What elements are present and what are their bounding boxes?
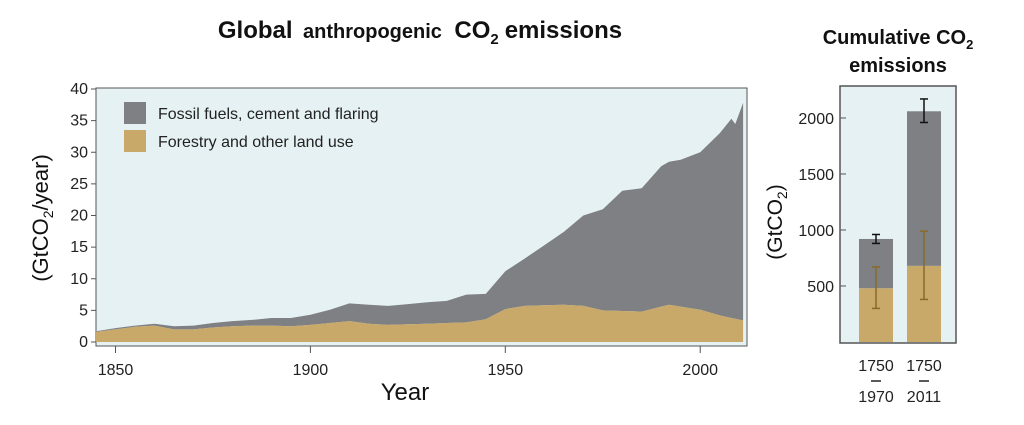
- left-x-tick-label: 1900: [293, 362, 329, 379]
- left-x-tick-label: 2000: [682, 362, 718, 379]
- right-title-cumulative: Cumulative CO: [823, 27, 966, 49]
- left-chart-title: Global anthropogenic CO2 emissions: [218, 17, 622, 48]
- left-y-title-subscript: 2: [40, 210, 56, 218]
- legend-swatch-fossil: [124, 102, 146, 124]
- right-chart-title-line1: Cumulative CO2: [823, 27, 974, 52]
- left-y-title-part3: /year): [28, 154, 53, 210]
- left-y-tick-label: 0: [79, 334, 88, 351]
- legend: Fossil fuels, cement and flaring Forestr…: [124, 102, 379, 152]
- right-y-tick-label: 2000: [798, 111, 834, 128]
- left-x-tick-label: 1850: [98, 362, 134, 379]
- area-fossil-fuels: [96, 102, 744, 332]
- right-x-label-start: 1750: [906, 358, 942, 375]
- legend-label-forestry: Forestry and other land use: [158, 134, 354, 151]
- left-title-global: Global: [218, 17, 293, 44]
- left-y-tick-label: 25: [70, 176, 88, 193]
- right-y-title-part3: ): [764, 184, 787, 191]
- left-title-co: CO: [454, 17, 490, 44]
- right-x-label-start: 1750: [858, 358, 894, 375]
- area-forestry: [96, 304, 744, 342]
- right-title-subscript: 2: [966, 37, 973, 52]
- left-y-tick-label: 40: [70, 81, 88, 98]
- right-chart-title-line2: emissions: [849, 55, 947, 77]
- right-y-title-part1: (GtCO: [764, 199, 787, 260]
- left-area-series: [96, 102, 744, 342]
- left-title-subscript: 2: [490, 31, 498, 48]
- left-y-tick-label: 5: [79, 302, 88, 319]
- right-y-tick-label: 500: [807, 279, 834, 296]
- right-y-tick-label: 1500: [798, 167, 834, 184]
- right-x-axis: 1750 1970 1750 2011: [858, 358, 942, 406]
- left-title-anthropogenic: anthropogenic: [303, 21, 442, 43]
- left-x-axis: 1850 1900 1950 2000: [98, 346, 718, 379]
- left-y-tick-label: 15: [70, 239, 88, 256]
- left-y-tick-label: 10: [70, 271, 88, 288]
- right-x-label-end: 2011: [907, 389, 942, 406]
- right-y-tick-label: 1000: [798, 223, 834, 240]
- left-x-tick-label: 1950: [488, 362, 524, 379]
- right-y-axis: 500 1000 1500 2000: [798, 111, 846, 296]
- right-x-label-end: 1970: [858, 389, 894, 406]
- left-y-axis: 0 5 10 15 20 25 30 35 40: [70, 81, 96, 351]
- left-y-tick-label: 30: [70, 144, 88, 161]
- legend-swatch-forestry: [124, 130, 146, 152]
- right-y-axis-title: (GtCO2): [764, 184, 790, 259]
- left-y-title-part1: (GtCO: [28, 218, 53, 282]
- right-bar-series: [859, 98, 941, 342]
- left-y-axis-title: (GtCO2/year): [28, 154, 56, 282]
- left-y-tick-label: 35: [70, 113, 88, 130]
- cumulative-bar-chart: 500 1000 1500 2000 1750 1970 1750 2011 (GtCO2): [764, 85, 957, 406]
- left-y-tick-label: 20: [70, 208, 88, 225]
- legend-label-fossil: Fossil fuels, cement and flaring: [158, 106, 379, 123]
- right-y-title-subscript: 2: [774, 191, 790, 199]
- emissions-area-chart: 0 5 10 15 20 25 30 35 40 1850 1900 1950 2000 Fossil…: [28, 81, 748, 406]
- left-x-axis-title: Year: [381, 379, 430, 406]
- left-title-emissions: emissions: [505, 17, 622, 44]
